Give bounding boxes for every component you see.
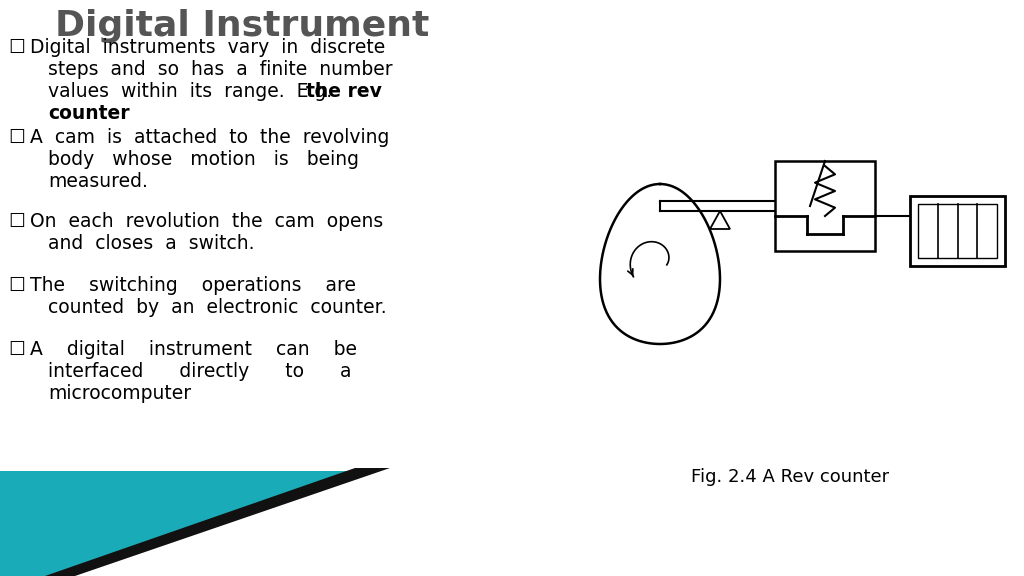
Text: Digital  instruments  vary  in  discrete: Digital instruments vary in discrete	[30, 38, 385, 57]
Text: microcomputer: microcomputer	[48, 384, 191, 403]
Text: ☐: ☐	[8, 212, 25, 231]
Text: counted  by  an  electronic  counter.: counted by an electronic counter.	[48, 298, 387, 317]
Text: ☐: ☐	[8, 276, 25, 295]
Text: measured.: measured.	[48, 172, 147, 191]
Polygon shape	[0, 471, 350, 576]
Text: A  cam  is  attached  to  the  revolving: A cam is attached to the revolving	[30, 128, 389, 147]
Text: the rev: the rev	[306, 82, 382, 101]
Text: counter: counter	[48, 104, 130, 123]
Bar	[918, 204, 997, 258]
Bar	[775, 161, 874, 251]
Text: On  each  revolution  the  cam  opens: On each revolution the cam opens	[30, 212, 383, 231]
Polygon shape	[45, 468, 390, 576]
Text: and  closes  a  switch.: and closes a switch.	[48, 234, 255, 253]
Text: The    switching    operations    are: The switching operations are	[30, 276, 356, 295]
Text: ☐: ☐	[8, 38, 25, 57]
Text: Digital Instrument: Digital Instrument	[55, 9, 429, 43]
Polygon shape	[710, 211, 730, 229]
Text: body   whose   motion   is   being: body whose motion is being	[48, 150, 359, 169]
Text: interfaced      directly      to      a: interfaced directly to a	[48, 362, 351, 381]
Text: ☐: ☐	[8, 128, 25, 147]
Text: A    digital    instrument    can    be: A digital instrument can be	[30, 340, 357, 359]
Text: steps  and  so  has  a  finite  number: steps and so has a finite number	[48, 60, 392, 79]
Text: ☐: ☐	[8, 340, 25, 359]
Text: values  within  its  range.  E.g.: values within its range. E.g.	[48, 82, 344, 101]
Bar	[910, 196, 1005, 266]
Text: Fig. 2.4 A Rev counter: Fig. 2.4 A Rev counter	[691, 468, 889, 486]
